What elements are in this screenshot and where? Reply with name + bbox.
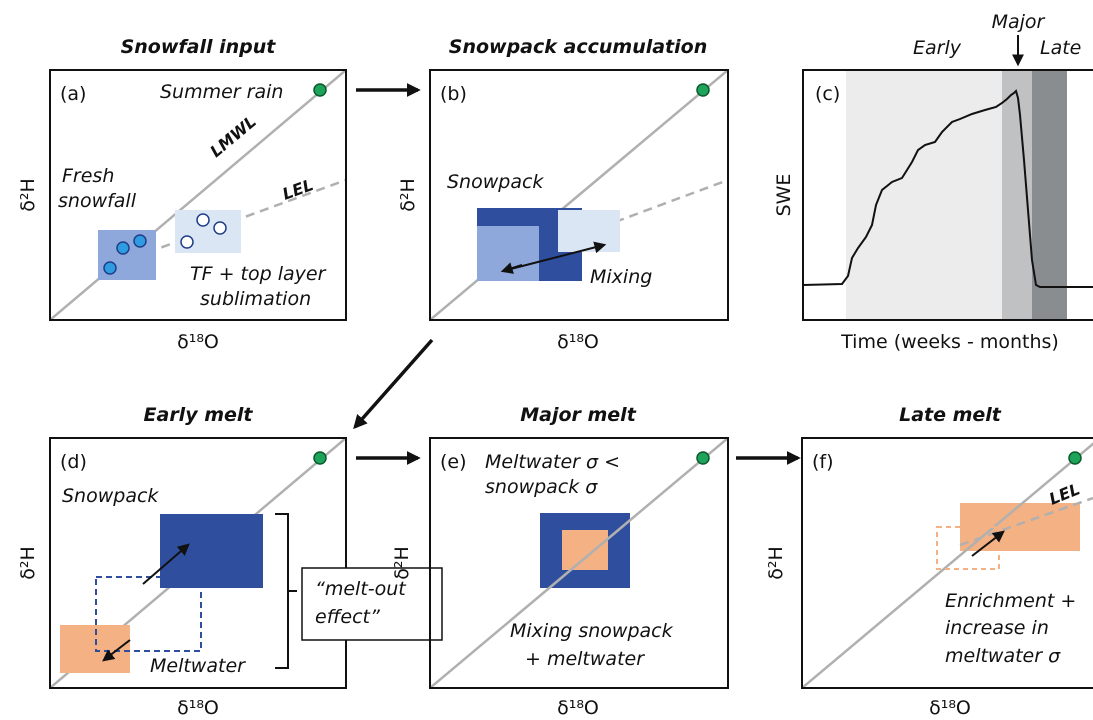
snowpack-label: Snowpack: [447, 171, 544, 193]
panel-b-label: (b): [440, 83, 467, 105]
panel-e-frame: [429, 437, 729, 689]
panel-e-label: (e): [440, 451, 467, 473]
fresh-snow-point: [103, 261, 117, 275]
tf-label-1: TF + top layer: [190, 263, 327, 285]
fresh-snow-point: [116, 241, 130, 255]
fresh-layer-box: [477, 226, 539, 281]
phase-late-label: Late: [1040, 37, 1081, 59]
fresh-label-1: Fresh: [62, 165, 114, 187]
panel-b-xlabel: δ¹⁸O: [557, 331, 599, 353]
panel-e-title: Major melt: [520, 404, 636, 426]
panel-b: Snowpack accumulation (b) Snowpack Mixin…: [397, 36, 729, 353]
late-phase-band: [1032, 70, 1067, 320]
mixing-note-1: Mixing snowpack: [510, 620, 674, 642]
summer-rain-point: [1068, 451, 1082, 465]
sublimated-point: [180, 235, 194, 249]
enrichment-note-2: increase in: [945, 617, 1049, 639]
panel-f-ylabel: δ²H: [765, 546, 787, 580]
sublimated-point: [196, 213, 210, 227]
sigma-note-1: Meltwater σ <: [485, 451, 620, 473]
panel-e-xlabel: δ¹⁸O: [557, 697, 599, 719]
panel-c: (c) Early Major Late SWE Time (weeks - m…: [773, 11, 1093, 353]
melt-out-bracket: [275, 513, 297, 669]
panel-d-label: (d): [60, 451, 87, 473]
meltwater-box: [960, 503, 1080, 551]
panel-d-xlabel: δ¹⁸O: [177, 697, 219, 719]
mixing-arrow: [502, 241, 607, 272]
melt-out-text-2: effect”: [315, 606, 380, 628]
swe-curve: [802, 89, 1093, 288]
summer-rain-point: [313, 451, 327, 465]
lel-label: LEL: [280, 175, 316, 204]
initial-snowpack-box: [95, 576, 202, 652]
panel-d-frame: [49, 437, 347, 689]
swe-ylabel: SWE: [773, 174, 795, 217]
phase-major-label: Major: [992, 11, 1046, 33]
panel-f-title: Late melt: [899, 404, 1002, 426]
summer-rain-point: [313, 83, 327, 97]
time-xlabel: Time (weeks - months): [840, 331, 1059, 353]
panel-d-title: Early melt: [144, 404, 254, 426]
melt-out-text-1: “melt-out: [315, 578, 407, 600]
lmwl-line: [430, 438, 728, 688]
early-phase-band: [846, 70, 1002, 320]
summer-rain-point: [696, 83, 710, 97]
lmwl-line: [430, 70, 728, 320]
melt-out-box: [301, 567, 443, 641]
panel-d-ylabel: δ²H: [17, 546, 39, 580]
panel-a-xlabel: δ¹⁸O: [177, 331, 219, 353]
panel-c-label: (c): [815, 83, 840, 105]
phase-early-label: Early: [913, 37, 962, 59]
panel-f-frame: [801, 437, 1093, 689]
snowpack-label: Snowpack: [62, 485, 159, 507]
panel-a-title: Snowfall input: [121, 36, 277, 58]
meltwater-label: Meltwater: [150, 655, 246, 677]
arrow-b-to-d: [353, 338, 434, 430]
panel-b-title: Snowpack accumulation: [449, 36, 707, 58]
panel-a-ylabel: δ²H: [17, 178, 39, 212]
enrichment-note-1: Enrichment +: [945, 590, 1076, 612]
sublimated-layer-box: [558, 210, 620, 252]
enrichment-note-3: meltwater σ: [945, 645, 1061, 667]
fresh-snow-point: [133, 234, 147, 248]
panel-e-ylabel: δ²H: [391, 546, 413, 580]
panel-b-ylabel: δ²H: [397, 178, 419, 212]
meltwater-box: [562, 530, 608, 570]
tf-label-2: sublimation: [200, 288, 311, 310]
panel-e: Major melt (e) Meltwater σ < snowpack σ …: [391, 404, 729, 719]
lel-line: [959, 496, 1093, 547]
sublimated-point: [213, 221, 227, 235]
panel-b-frame: [429, 69, 729, 321]
lmwl-label: LMWL: [206, 112, 260, 161]
panel-f: Late melt (f) LEL Enrichment + increase …: [765, 404, 1093, 719]
summer-rain-label: Summer rain: [160, 81, 283, 103]
panel-a: Snowfall input (a) Summer rain LMWL LEL …: [17, 36, 347, 353]
sigma-note-2: snowpack σ: [485, 476, 598, 498]
summer-rain-point: [696, 451, 710, 465]
fresh-label-2: snowfall: [58, 190, 137, 212]
snowpack-enrich-arrow: [142, 543, 190, 585]
snowpack-box: [160, 514, 263, 588]
mixing-note-2: + meltwater: [525, 648, 645, 670]
initial-meltwater-box: [936, 526, 1000, 570]
panel-f-label: (f): [812, 451, 834, 473]
mixing-label: Mixing: [590, 266, 652, 288]
panel-d: Early melt (d) Snowpack Meltwater “melt-…: [17, 404, 443, 719]
enrichment-arrow: [971, 530, 1005, 557]
panel-f-xlabel: δ¹⁸O: [929, 697, 971, 719]
panel-a-frame: [49, 69, 347, 321]
lmwl-line: [802, 442, 1093, 688]
panel-c-frame: [802, 69, 1093, 321]
panel-a-label: (a): [60, 83, 86, 105]
meltwater-deplete-arrow: [102, 639, 131, 662]
